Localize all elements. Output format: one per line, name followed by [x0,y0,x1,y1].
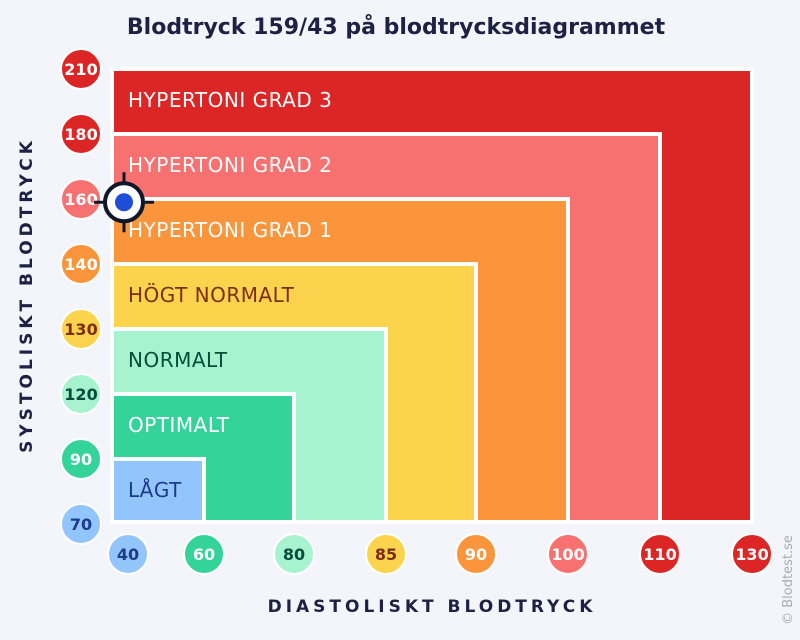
x-tick-label: 130 [735,545,768,564]
x-axis-title: DIASTOLISKT BLODTRYCK [268,597,597,617]
y-tick-badge [60,503,102,545]
x-tick-badge [107,533,149,575]
y-tick-label: 120 [64,385,97,404]
x-tick-label: 80 [283,545,305,564]
zone-label: OPTIMALT [128,413,230,437]
y-tick-badge [60,48,102,90]
y-tick-badge [60,113,102,155]
zone-label: NORMALT [128,348,228,372]
zone-label: HYPERTONI GRAD 1 [128,218,332,242]
reading-marker [94,172,154,233]
x-tick-badge [273,533,315,575]
y-tick-label: 210 [64,60,97,79]
x-tick-badge [731,533,773,575]
y-axis-ticks: 70 90 120 130 140 160 180 210 [60,48,102,545]
chart-title: Blodtryck 159/43 på blodtrycksdiagrammet [127,14,666,40]
zone-label: HYPERTONI GRAD 3 [128,88,332,112]
y-axis-title: SYSTOLISKT BLODTRYCK [17,137,37,453]
y-tick-label: 70 [70,515,92,534]
x-axis-ticks: 40 60 80 85 90 100 110 130 [107,533,773,575]
y-tick-label: 90 [70,450,92,469]
zone-label: HYPERTONI GRAD 2 [128,153,332,177]
x-tick-badge [455,533,497,575]
marker-dot [115,193,133,212]
y-tick-label: 140 [64,255,97,274]
x-tick-label: 85 [375,545,397,564]
x-tick-badge [183,533,225,575]
y-tick-label: 180 [64,125,97,144]
y-tick-badge [60,178,102,220]
x-tick-label: 40 [117,545,139,564]
y-tick-badge [60,243,102,285]
y-tick-badge [60,438,102,480]
x-tick-label: 110 [643,545,676,564]
x-tick-label: 100 [551,545,584,564]
zone-label: LÅGT [128,478,182,502]
zones-layer: HYPERTONI GRAD 3 HYPERTONI GRAD 2 HYPERTON… [110,67,754,524]
x-tick-badge [365,533,407,575]
y-tick-label: 160 [64,190,97,209]
y-tick-badge [60,373,102,415]
y-tick-label: 130 [64,320,97,339]
x-tick-label: 90 [465,545,487,564]
x-tick-badge [639,533,681,575]
zone-lågt [110,457,206,524]
x-tick-label: 60 [193,545,215,564]
x-tick-badge [547,533,589,575]
zone-label: HÖGT NORMALT [128,283,295,307]
credit-text: © Blodtest.se [781,535,796,625]
y-tick-badge [60,308,102,350]
